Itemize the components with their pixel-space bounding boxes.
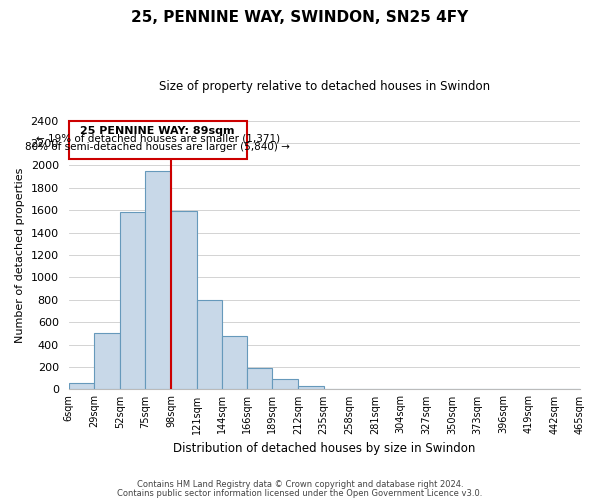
Title: Size of property relative to detached houses in Swindon: Size of property relative to detached ho…	[159, 80, 490, 93]
Bar	[171, 212, 197, 390]
Bar	[94, 334, 120, 390]
Bar	[120, 212, 145, 390]
Bar	[197, 300, 223, 390]
Bar	[272, 380, 298, 390]
Bar	[247, 368, 272, 390]
Text: ← 19% of detached houses are smaller (1,371): ← 19% of detached houses are smaller (1,…	[35, 134, 280, 144]
Y-axis label: Number of detached properties: Number of detached properties	[15, 168, 25, 342]
Text: 25 PENNINE WAY: 89sqm: 25 PENNINE WAY: 89sqm	[80, 126, 235, 136]
Bar	[68, 384, 94, 390]
Text: 80% of semi-detached houses are larger (5,840) →: 80% of semi-detached houses are larger (…	[25, 142, 290, 152]
Bar	[298, 386, 324, 390]
Bar	[68, 121, 247, 158]
Text: Contains HM Land Registry data © Crown copyright and database right 2024.: Contains HM Land Registry data © Crown c…	[137, 480, 463, 489]
Bar	[223, 336, 247, 390]
Text: 25, PENNINE WAY, SWINDON, SN25 4FY: 25, PENNINE WAY, SWINDON, SN25 4FY	[131, 10, 469, 25]
X-axis label: Distribution of detached houses by size in Swindon: Distribution of detached houses by size …	[173, 442, 475, 455]
Text: Contains public sector information licensed under the Open Government Licence v3: Contains public sector information licen…	[118, 489, 482, 498]
Bar	[145, 171, 171, 390]
